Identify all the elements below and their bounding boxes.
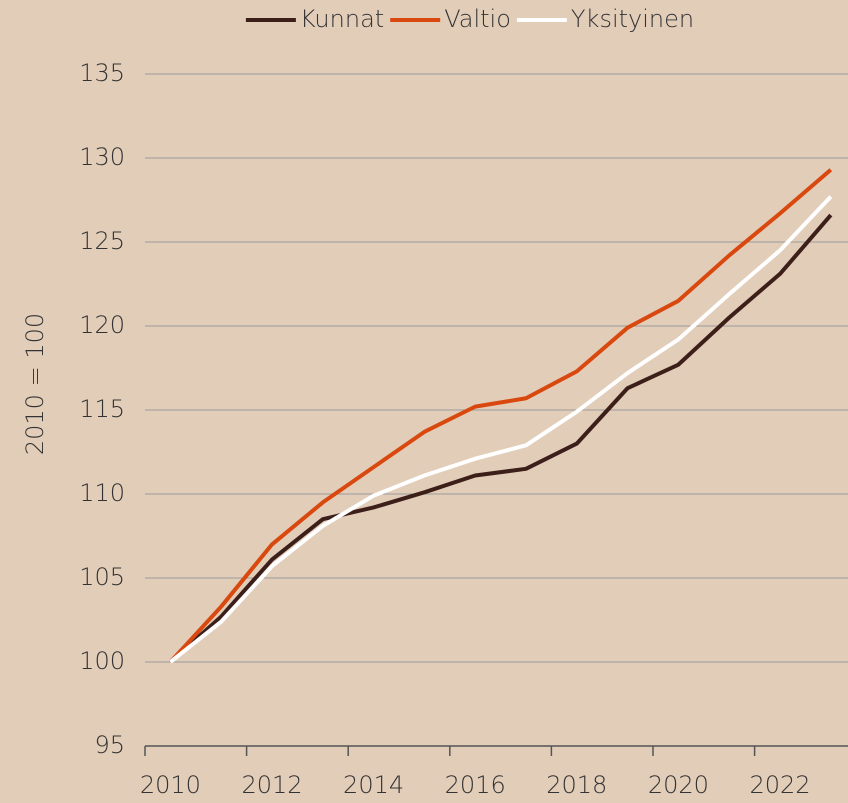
- series-line: [169, 195, 833, 664]
- x-tick-label: 2018: [546, 771, 607, 799]
- x-tick-label: 2022: [749, 771, 810, 799]
- y-axis-label: 2010 = 100: [21, 313, 49, 455]
- y-tick-label: 110: [79, 479, 125, 507]
- series-line: [168, 168, 833, 664]
- y-tick-label: 130: [79, 143, 125, 171]
- y-tick-label: 120: [79, 311, 125, 339]
- legend-label: Valtio: [444, 5, 511, 33]
- x-tick-label: 2014: [343, 771, 404, 799]
- x-tick-label: 2012: [241, 771, 302, 799]
- series-line: [169, 213, 833, 664]
- y-tick-label: 125: [79, 227, 125, 255]
- x-tick-label: 2020: [648, 771, 709, 799]
- x-tick-label: 2010: [140, 771, 201, 799]
- legend-label: Yksityinen: [571, 5, 694, 33]
- x-tick-label: 2016: [445, 771, 506, 799]
- y-tick-label: 95: [94, 731, 125, 759]
- y-tick-label: 100: [79, 647, 125, 675]
- y-tick-label: 115: [79, 395, 125, 423]
- legend-label: Kunnat: [300, 5, 384, 33]
- y-tick-label: 105: [79, 563, 125, 591]
- y-tick-label: 135: [79, 59, 125, 87]
